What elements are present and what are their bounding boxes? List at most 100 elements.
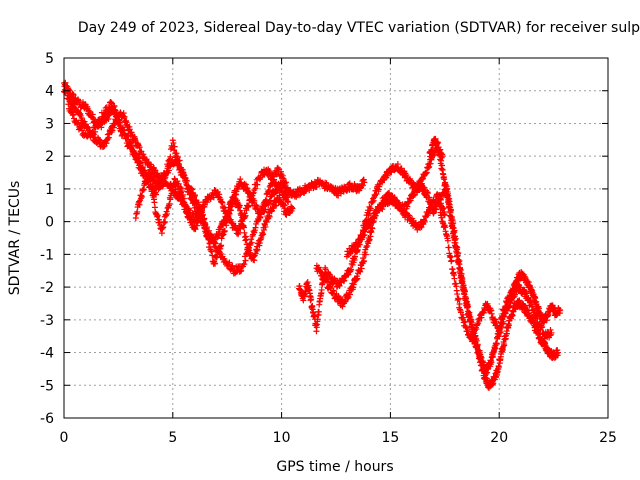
data-point [438,157,445,164]
data-point [180,169,187,176]
data-point [238,267,245,274]
data-point [423,169,430,176]
data-point [176,157,183,164]
data-point [235,229,242,236]
y-tick-label: 2 [45,149,54,165]
data-point [369,225,376,232]
data-point [351,246,358,253]
data-point [128,142,135,149]
data-point [246,244,253,251]
data-point [212,260,219,267]
data-point [418,180,425,187]
data-point [438,212,445,219]
data-point [121,127,128,134]
data-point [78,114,85,121]
data-point [437,195,444,202]
data-point [445,244,452,251]
data-point [266,188,273,195]
data-point [262,223,269,230]
data-point [441,176,448,183]
data-point [182,202,189,209]
data-point [456,301,463,308]
data-point [448,257,455,264]
data-point [166,156,173,163]
data-point [433,206,440,213]
data-points [61,79,564,391]
data-point [156,185,163,192]
data-point [524,306,531,313]
data-point [429,204,436,211]
data-point [266,213,273,220]
data-point [174,178,181,185]
y-tick-label: 5 [45,51,54,67]
data-point [226,259,233,266]
data-point [421,218,428,225]
data-point [160,224,167,231]
series-track-f [313,180,450,310]
data-point [189,196,196,203]
data-point [79,127,86,134]
data-point [247,190,254,197]
data-point [162,174,169,181]
data-point [501,342,508,349]
data-point [324,278,331,285]
data-point [349,280,356,287]
data-point [365,240,372,247]
data-point [548,329,555,336]
axis-ticks [63,57,609,419]
y-tick-label: -5 [40,378,54,394]
data-point [449,217,456,224]
data-point [164,210,171,217]
data-point [170,139,177,146]
data-point [189,186,196,193]
data-point [137,162,144,169]
data-point [386,189,393,196]
data-point [261,226,268,233]
data-point [462,318,469,325]
x-tick-label: 20 [490,430,508,446]
data-point [120,110,127,117]
data-point [319,271,326,278]
data-point [358,265,365,272]
data-point [236,202,243,209]
data-point [116,119,123,126]
x-tick-label: 0 [60,430,69,446]
data-point [282,179,289,186]
y-tick-label: 3 [45,116,54,132]
data-point [273,202,280,209]
data-point [108,99,115,106]
data-point [318,286,325,293]
data-point [457,267,464,274]
data-point [450,220,457,227]
data-point [467,316,474,323]
data-point [448,207,455,214]
data-point [417,224,424,231]
data-point [242,257,249,264]
data-point [69,108,76,115]
y-tick-labels: -6 -5 -4 -3 -2 -1 0 1 2 3 4 5 [40,51,54,427]
data-point [138,193,145,200]
data-point [151,199,158,206]
data-point [495,363,502,370]
data-point [484,300,491,307]
data-point [238,209,245,216]
data-point [162,218,169,225]
data-point [223,222,230,229]
x-tick-label: 5 [168,430,177,446]
data-point [354,275,361,282]
data-point [367,222,374,229]
data-point [112,111,119,118]
data-point [227,216,234,223]
data-point [251,197,258,204]
data-point [455,250,462,257]
data-point [181,175,188,182]
data-point [500,318,507,325]
data-point [94,122,101,129]
data-point [516,297,523,304]
data-point [78,124,85,131]
data-point [315,308,322,315]
x-axis-label: GPS time / hours [276,459,393,475]
data-point [113,110,120,117]
data-point [272,170,279,177]
data-point [280,201,287,208]
